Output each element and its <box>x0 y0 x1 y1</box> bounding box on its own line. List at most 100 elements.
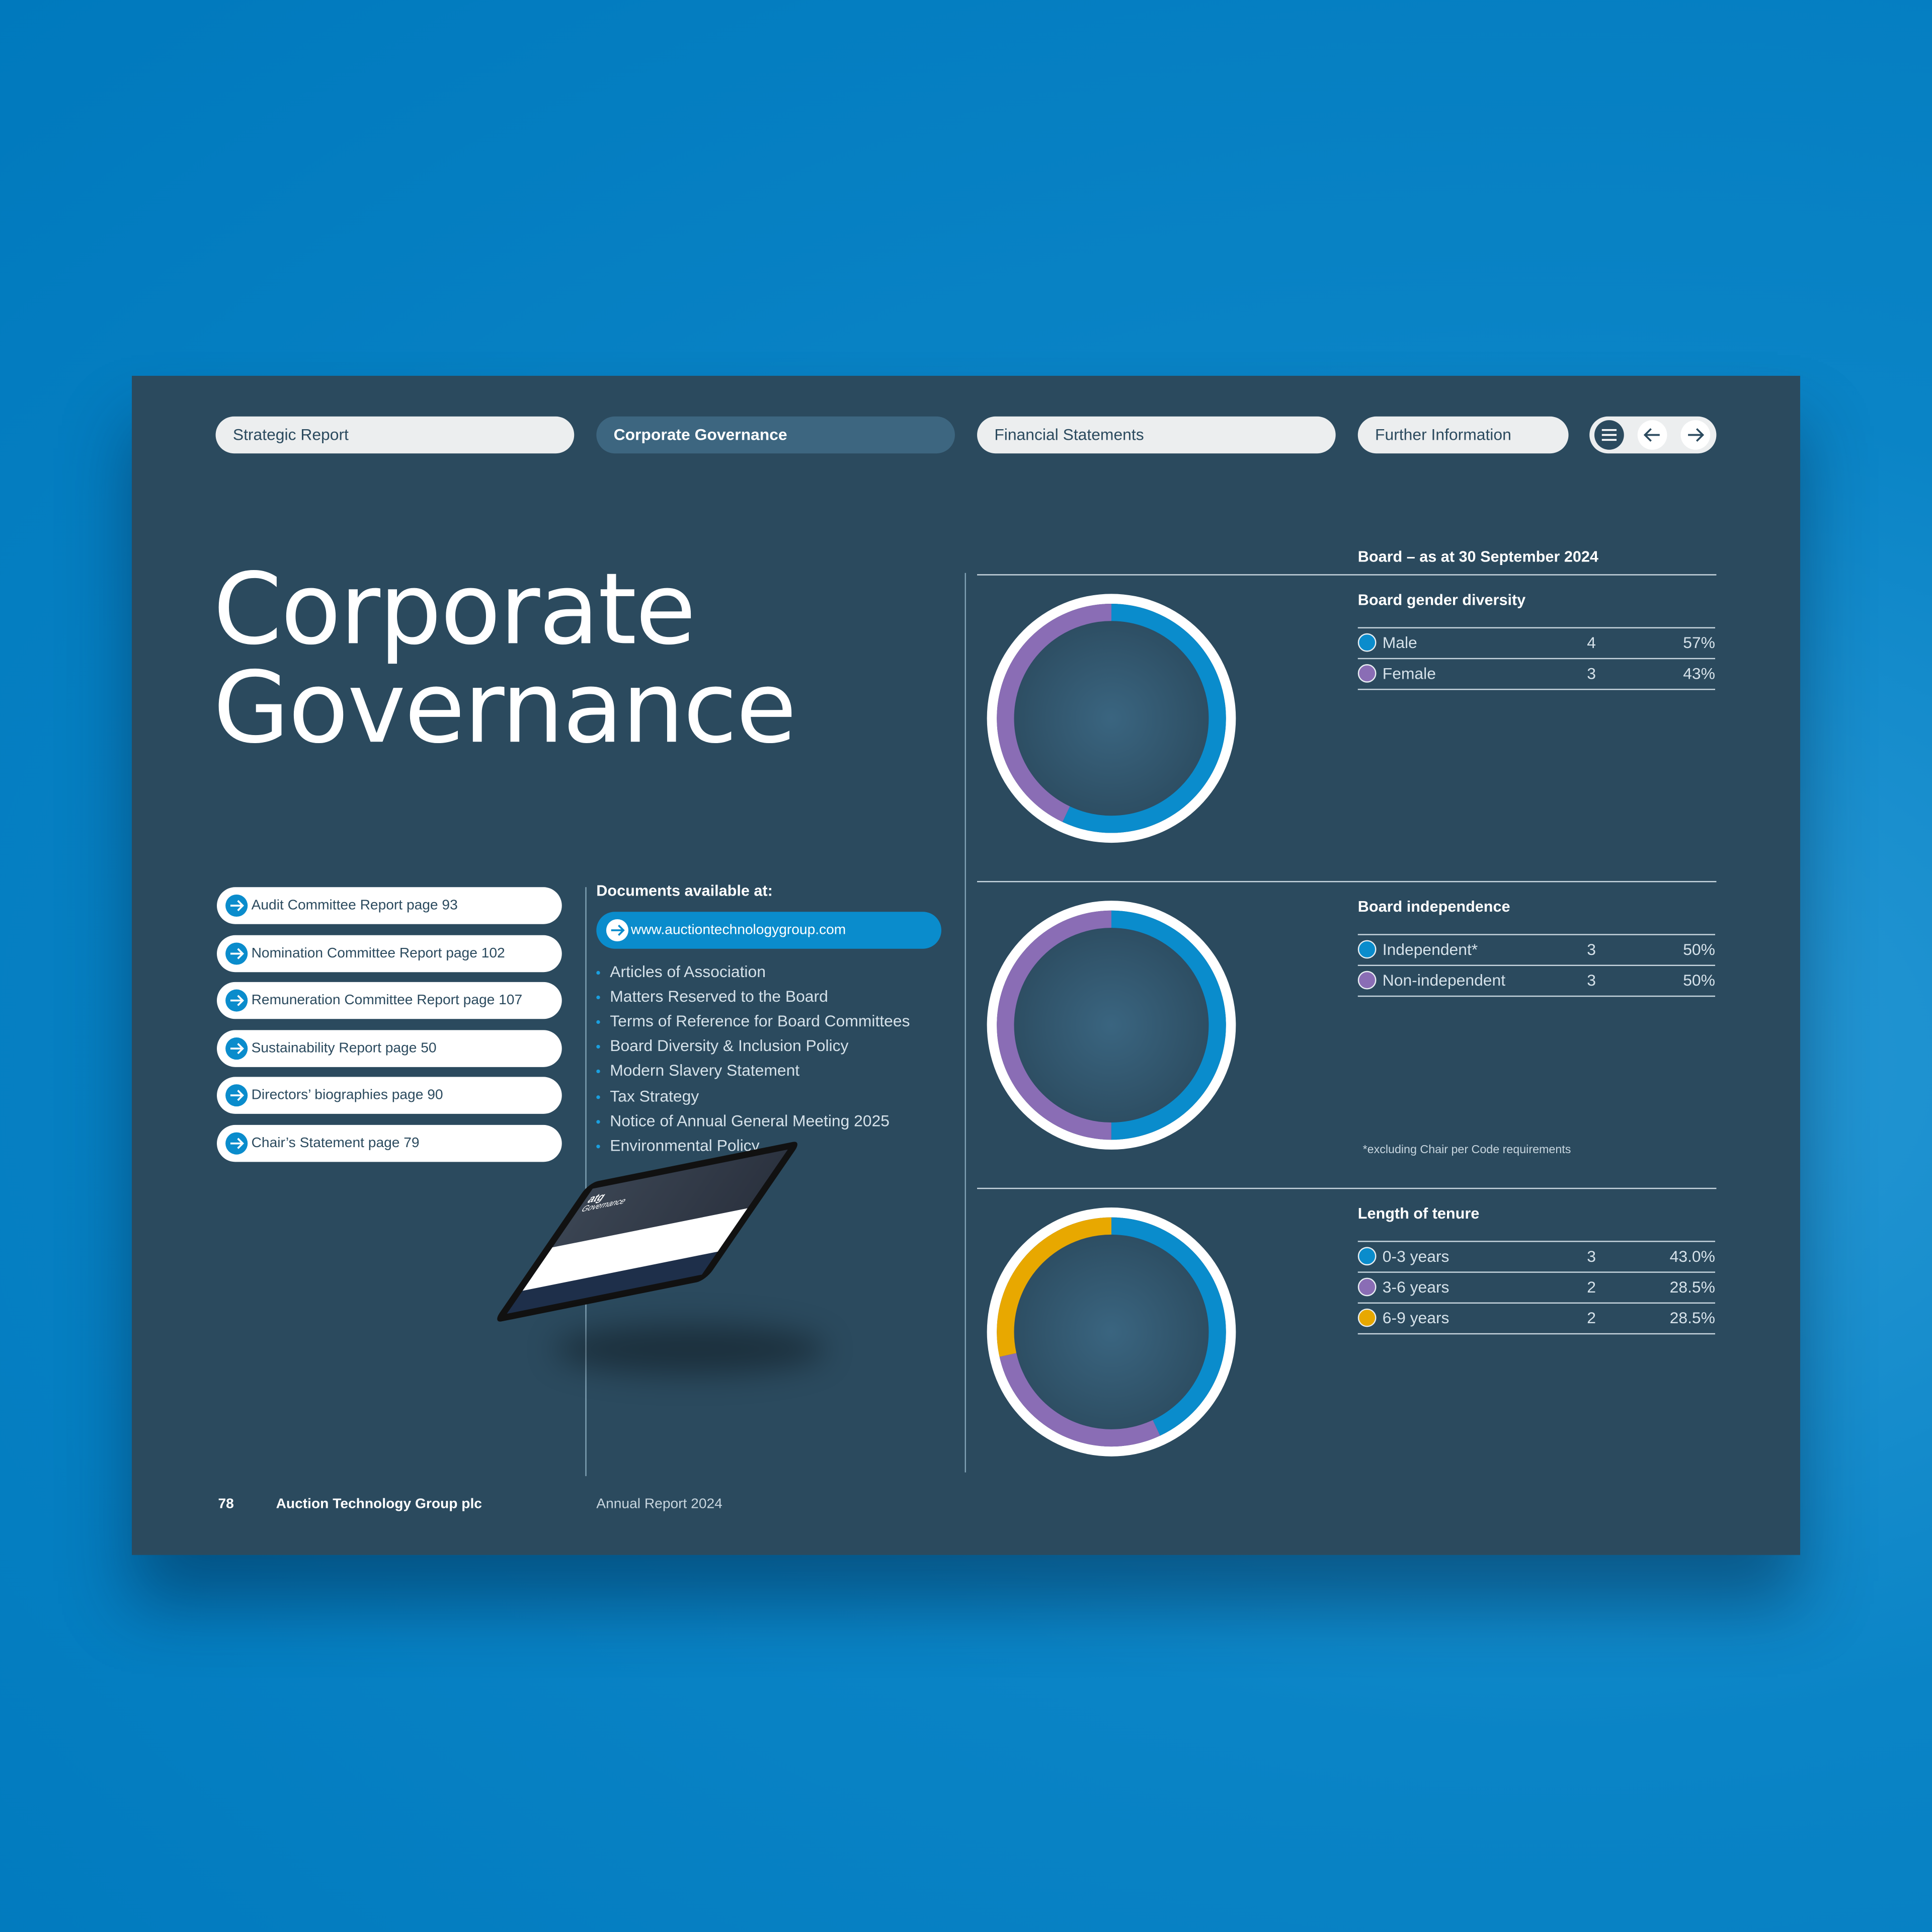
legend-percent: 43% <box>1683 664 1715 683</box>
footnote: *excluding Chair per Code requirements <box>1362 1143 1571 1157</box>
donut-center <box>997 1217 1226 1447</box>
report-name: Annual Report 2024 <box>596 1497 722 1512</box>
related-link[interactable]: Audit Committee Report page 93 <box>217 887 562 924</box>
legend-count: 3 <box>1587 664 1596 683</box>
legend-swatch <box>1357 633 1377 652</box>
link-label: Chair’s Statement page 79 <box>251 1136 420 1151</box>
legend-swatch <box>1357 1277 1377 1297</box>
donut-chart <box>987 594 1236 843</box>
legend-row: 3-6 years 2 28.5% <box>1357 1271 1715 1302</box>
company-name: Auction Technology Group plc <box>276 1497 482 1512</box>
legend-row: 6-9 years 2 28.5% <box>1357 1302 1715 1335</box>
related-link[interactable]: Remuneration Committee Report page 107 <box>217 982 562 1019</box>
legend-label: 3-6 years <box>1382 1277 1450 1297</box>
legend-count: 4 <box>1587 633 1596 652</box>
link-label: Sustainability Report page 50 <box>251 1040 437 1056</box>
legend-percent: 28.5% <box>1669 1308 1715 1327</box>
document-item[interactable]: Tax Strategy <box>596 1086 699 1105</box>
legend-row: Female 3 43% <box>1357 658 1715 690</box>
chart-title: Board independence <box>1357 898 1510 916</box>
divider <box>977 574 1717 576</box>
tablet-shadow <box>554 1324 826 1374</box>
page-number: 78 <box>218 1497 234 1512</box>
legend-percent: 28.5% <box>1669 1277 1715 1297</box>
chart-title: Length of tenure <box>1357 1205 1480 1223</box>
legend-table: 0-3 years 3 43.0% 3-6 years 2 28.5% 6-9 years 2… <box>1357 1241 1715 1335</box>
legend-count: 2 <box>1587 1308 1596 1327</box>
document-item[interactable]: Articles of Association <box>596 962 766 981</box>
legend-swatch <box>1357 664 1377 683</box>
legend-percent: 57% <box>1683 633 1715 652</box>
document-item[interactable]: Terms of Reference for Board Committees <box>596 1012 910 1030</box>
legend-swatch <box>1357 1247 1377 1266</box>
arrow-right-icon <box>225 1132 248 1155</box>
donut-segment <box>997 1217 1226 1447</box>
donut-center <box>997 910 1226 1140</box>
link-label: Remuneration Committee Report page 107 <box>251 993 523 1008</box>
link-label: Directors’ biographies page 90 <box>251 1088 443 1103</box>
legend-label: Independent* <box>1382 940 1478 959</box>
document-item[interactable]: Board Diversity & Inclusion Policy <box>596 1036 848 1055</box>
tab-further-information[interactable]: Further Information <box>1357 416 1569 454</box>
related-link[interactable]: Directors’ biographies page 90 <box>217 1077 562 1114</box>
chart-title: Board gender diversity <box>1357 591 1526 609</box>
arrow-right-icon <box>225 1037 248 1060</box>
arrow-left-icon[interactable] <box>1637 420 1667 450</box>
legend-label: 0-3 years <box>1382 1247 1450 1266</box>
donut-chart <box>987 1208 1236 1457</box>
document-item[interactable]: Notice of Annual General Meeting 2025 <box>596 1111 890 1130</box>
divider <box>977 1187 1717 1189</box>
donut-segment <box>997 604 1226 833</box>
legend-row: Male 4 57% <box>1357 627 1715 658</box>
legend-count: 3 <box>1587 971 1596 990</box>
legend-row: 0-3 years 3 43.0% <box>1357 1241 1715 1271</box>
document-item[interactable]: Matters Reserved to the Board <box>596 987 828 1006</box>
arrow-right-icon <box>225 894 248 917</box>
tab-corporate-governance[interactable]: Corporate Governance <box>596 416 955 454</box>
legend-percent: 43.0% <box>1669 1247 1715 1266</box>
legend-label: Non-independent <box>1382 971 1506 990</box>
legend-label: Male <box>1382 633 1417 652</box>
board-heading: Board – as at 30 September 2024 <box>1357 548 1598 566</box>
arrow-right-icon <box>225 1085 248 1107</box>
title-line: Governance <box>213 651 797 765</box>
divider <box>585 887 587 1476</box>
related-link[interactable]: Chair’s Statement page 79 <box>217 1124 562 1162</box>
website-link[interactable]: www.auctiontechnologygroup.com <box>596 912 942 949</box>
page-navigation <box>1589 416 1717 454</box>
document-item[interactable]: Environmental Policy <box>596 1136 759 1154</box>
related-link[interactable]: Sustainability Report page 50 <box>217 1029 562 1067</box>
legend-swatch <box>1357 971 1377 990</box>
legend-label: Female <box>1382 664 1436 683</box>
legend-swatch <box>1357 1308 1377 1327</box>
donut-center <box>997 604 1226 833</box>
tab-strategic-report[interactable]: Strategic Report <box>215 416 575 454</box>
link-label: Nomination Committee Report page 102 <box>251 945 505 961</box>
related-link[interactable]: Nomination Committee Report page 102 <box>217 934 562 972</box>
legend-label: 6-9 years <box>1382 1308 1450 1327</box>
document-item[interactable]: Modern Slavery Statement <box>596 1062 799 1080</box>
arrow-right-icon <box>225 942 248 964</box>
tab-financial-statements[interactable]: Financial Statements <box>977 416 1336 454</box>
divider <box>964 573 967 1473</box>
legend-swatch <box>1357 940 1377 959</box>
legend-row: Independent* 3 50% <box>1357 934 1715 964</box>
website-url: www.auctiontechnologygroup.com <box>630 923 846 938</box>
menu-icon[interactable] <box>1594 420 1624 450</box>
legend-count: 3 <box>1587 1247 1596 1266</box>
arrow-right-icon <box>606 919 628 942</box>
legend-count: 2 <box>1587 1277 1596 1297</box>
legend-row: Non-independent 3 50% <box>1357 964 1715 997</box>
donut-chart <box>987 901 1236 1150</box>
legend-table: Male 4 57% Female 3 43% <box>1357 627 1715 690</box>
link-label: Audit Committee Report page 93 <box>251 898 458 913</box>
page-title: Corporate Governance <box>213 552 797 765</box>
legend-count: 3 <box>1587 940 1596 959</box>
divider <box>977 881 1717 882</box>
arrow-right-icon[interactable] <box>1680 420 1711 450</box>
legend-percent: 50% <box>1683 971 1715 990</box>
documents-heading: Documents available at: <box>596 882 773 900</box>
legend-percent: 50% <box>1683 940 1715 959</box>
legend-table: Independent* 3 50% Non-independent 3 50% <box>1357 934 1715 997</box>
title-line: Corporate <box>213 552 696 667</box>
